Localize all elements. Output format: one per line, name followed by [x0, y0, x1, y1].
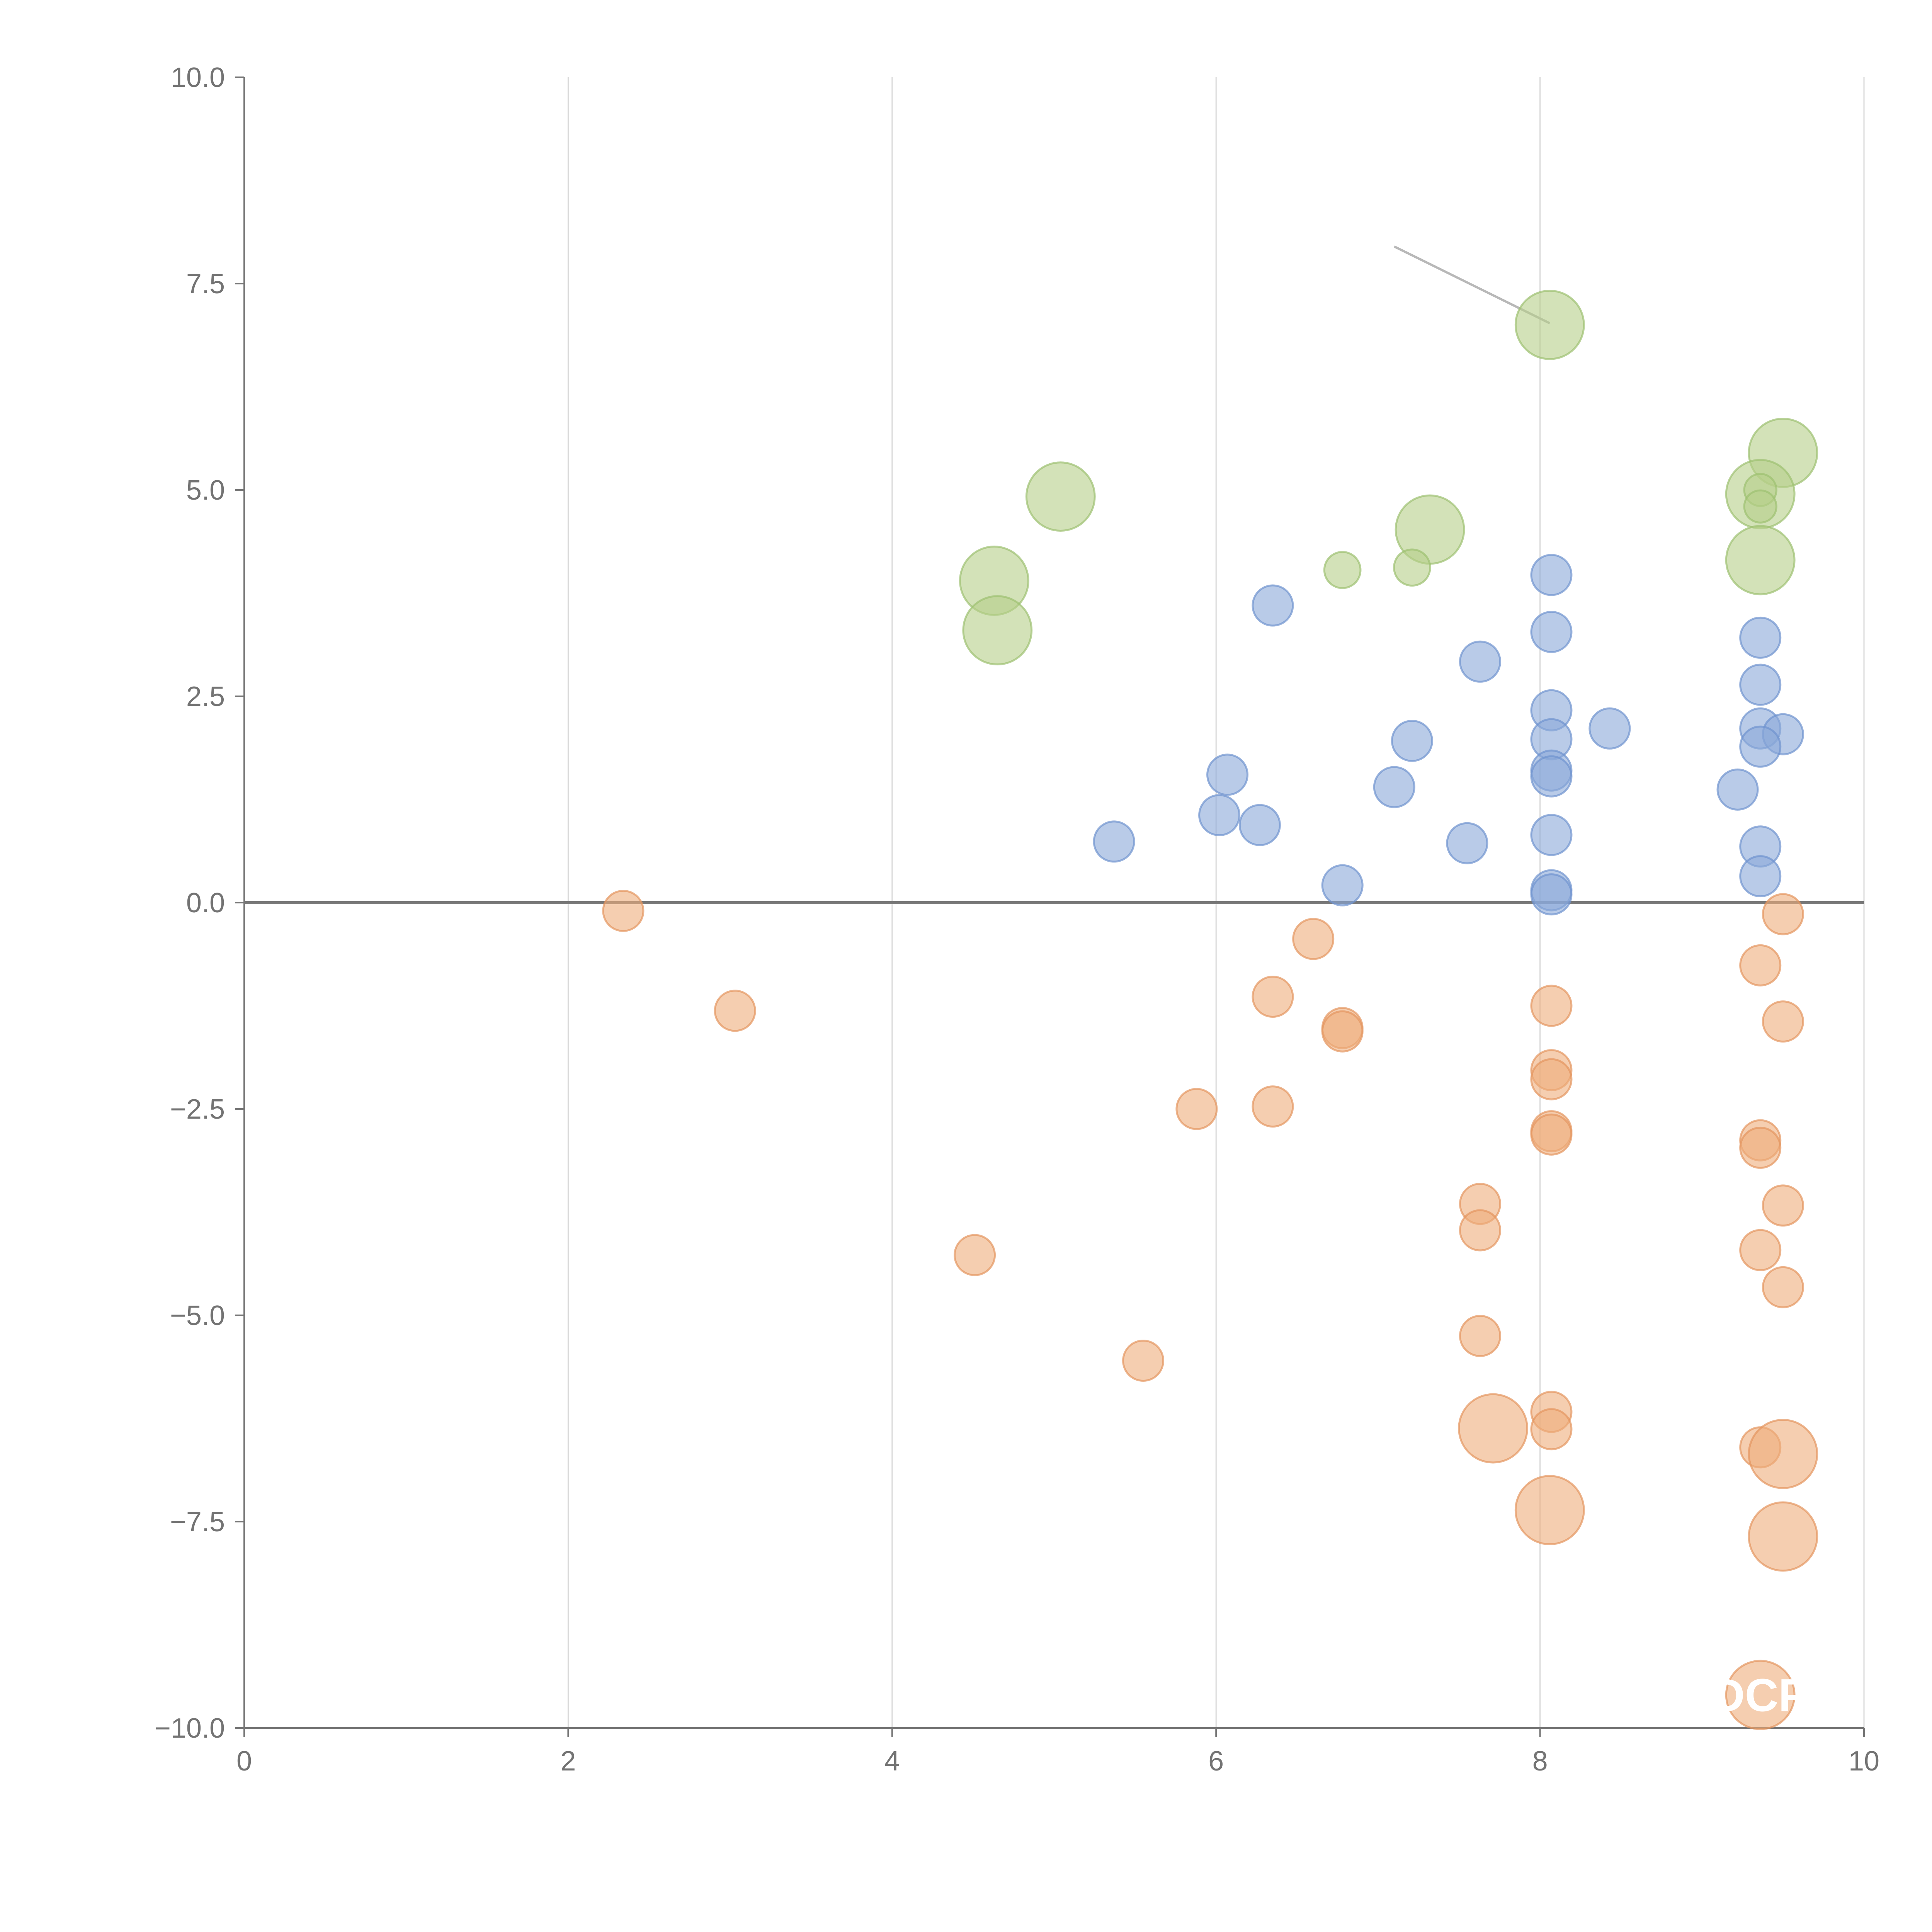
- orange-point: [1292, 918, 1335, 960]
- blue-point: [1530, 755, 1573, 798]
- green-point: [1725, 525, 1796, 595]
- orange-point: [1530, 1408, 1573, 1451]
- y-tick-label: −2.5: [170, 1094, 225, 1125]
- orange-point: [1122, 1339, 1165, 1382]
- blue-point: [1238, 804, 1281, 846]
- green-point: [1025, 461, 1096, 532]
- y-tick-label: 10.0: [171, 62, 225, 93]
- orange-point: [1762, 893, 1804, 935]
- y-tick-label: 5.0: [186, 475, 225, 506]
- blue-point: [1739, 616, 1782, 659]
- x-tick-label: 4: [884, 1746, 900, 1777]
- blue-point: [1588, 707, 1631, 750]
- x-tick-label: 2: [560, 1746, 576, 1777]
- orange-point: [1175, 1088, 1218, 1130]
- orange-point: [1762, 1266, 1804, 1308]
- orange-point: [1530, 985, 1573, 1027]
- green-point: [1393, 548, 1431, 587]
- orange-point: [1252, 976, 1294, 1018]
- orange-point: [1514, 1475, 1585, 1545]
- orange-point: [1459, 1315, 1501, 1357]
- x-tick-label: 0: [236, 1746, 252, 1777]
- blue-point: [1530, 873, 1573, 916]
- blue-point: [1530, 611, 1573, 653]
- orange-point: [1748, 1501, 1818, 1572]
- blue-point: [1446, 822, 1488, 864]
- orange-point: [1739, 1229, 1782, 1271]
- blue-point: [1459, 640, 1501, 683]
- axes: 0 2 4 6 8 10 10.0 7.5 5.0 2.5 0.0 −2.5 −5.0 −7.5 −10.0: [155, 62, 1879, 1777]
- y-tick-label: −7.5: [170, 1507, 225, 1537]
- blue-point: [1739, 725, 1782, 768]
- blue-point: [1373, 766, 1415, 808]
- point-annotation-label: DCP: [1711, 1670, 1809, 1721]
- y-tick-label: −5.0: [170, 1300, 225, 1331]
- x-tick-label: 8: [1532, 1746, 1548, 1777]
- blue-point: [1252, 584, 1294, 627]
- blue-point: [1716, 768, 1759, 811]
- orange-point: [1762, 1000, 1804, 1043]
- orange-point: [1458, 1393, 1528, 1464]
- orange-point: [1321, 1010, 1364, 1053]
- orange-point: [602, 889, 645, 932]
- orange-point: [1725, 1660, 1796, 1730]
- blue-point: [1206, 753, 1249, 796]
- orange-point: [1762, 1184, 1804, 1227]
- orange-point: [1530, 1113, 1573, 1156]
- y-tick-label: 2.5: [186, 681, 225, 712]
- orange-point: [714, 990, 756, 1032]
- data-points: [602, 289, 1818, 1730]
- y-tick-label: −10.0: [155, 1713, 225, 1744]
- blue-point: [1391, 719, 1433, 762]
- green-point: [962, 595, 1033, 666]
- orange-point: [1530, 1058, 1573, 1100]
- green-point: [1323, 551, 1362, 589]
- orange-point: [1748, 1418, 1818, 1489]
- orange-point: [1739, 944, 1782, 986]
- x-tick-label: 10: [1849, 1746, 1879, 1777]
- orange-point: [1252, 1085, 1294, 1128]
- y-tick-label: 0.0: [186, 888, 225, 918]
- x-tick-label: 6: [1208, 1746, 1224, 1777]
- blue-point: [1093, 820, 1135, 863]
- orange-point: [1459, 1209, 1501, 1252]
- green-point: [1743, 489, 1777, 524]
- blue-point: [1198, 794, 1241, 837]
- blue-point: [1530, 814, 1573, 856]
- orange-point: [954, 1234, 996, 1276]
- blue-point: [1739, 855, 1782, 898]
- blue-point: [1530, 554, 1573, 596]
- green-point: [1514, 289, 1585, 360]
- blue-point: [1321, 864, 1364, 906]
- y-tick-label: 7.5: [186, 269, 225, 299]
- blue-point: [1739, 663, 1782, 706]
- point-labels: DCP: [1711, 1670, 1809, 1721]
- orange-point: [1739, 1126, 1782, 1169]
